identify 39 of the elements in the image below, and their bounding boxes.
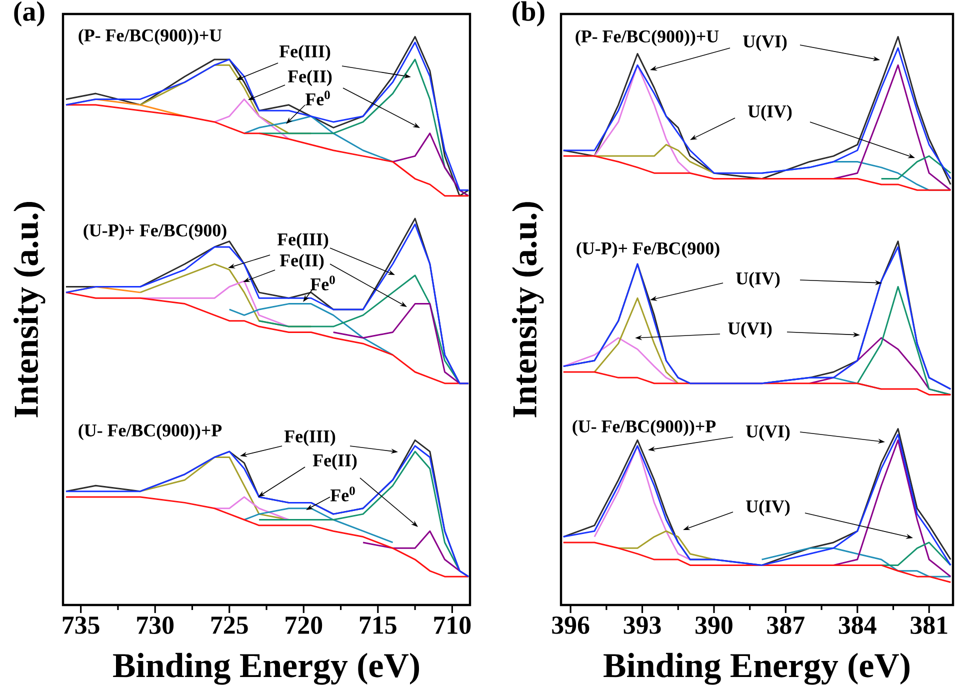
- annotation: Fe(III): [277, 232, 328, 250]
- x-tick-label: 396: [552, 616, 590, 634]
- chart-title: (b): [512, 1, 544, 27]
- annotation: U(IV): [746, 500, 790, 516]
- annotation: (P- Fe/BC(900))+U: [576, 30, 719, 46]
- annotation: Fe$^{0}$: [305, 90, 330, 106]
- annotation: Fe(II): [280, 254, 324, 270]
- annotation: (U- Fe/BC(900))+P: [78, 424, 222, 440]
- annotation: U(VI): [728, 322, 772, 338]
- annotation: Fe(III): [284, 430, 336, 446]
- x-tick-label: 710: [434, 616, 471, 634]
- x-axis-title: Binding Energy (eV): [604, 652, 910, 685]
- annotation: Fe(III): [279, 44, 330, 62]
- annotation: U(IV): [736, 272, 780, 288]
- y-axis-title: Intensity (a.u.): [14, 202, 46, 418]
- x-tick-label: 387: [767, 616, 804, 634]
- annotation: (P- Fe/BC(900))+U: [78, 28, 222, 46]
- annotation: Fe(II): [288, 70, 332, 86]
- x-tick-label: 393: [624, 616, 661, 634]
- annotation: U(IV): [748, 104, 792, 122]
- x-tick-label: 715: [360, 616, 396, 634]
- x-tick-label: 735: [62, 616, 100, 634]
- annotation: (U- Fe/BC(900))+P: [572, 420, 716, 436]
- annotation: Fe(II): [312, 454, 357, 470]
- x-tick-label: 720: [286, 616, 322, 634]
- y-axis-title: Intensity (a.u.): [512, 202, 544, 418]
- annotation: U(VI): [743, 34, 787, 52]
- x-tick-label: 381: [910, 616, 948, 634]
- x-tick-label: 725: [211, 616, 248, 634]
- x-tick-label: 730: [137, 616, 174, 634]
- annotation: (U-P)+ Fe/BC(900): [84, 224, 226, 240]
- x-axis-title: Binding Energy (eV): [113, 652, 419, 685]
- chart-title: (a): [14, 1, 44, 27]
- annotation: Fe$^{0}$: [330, 486, 355, 502]
- annotation: (U-P)+ Fe/BC(900): [576, 242, 720, 258]
- annotation: U(VI): [746, 424, 790, 442]
- x-tick-label: 390: [696, 616, 732, 634]
- x-tick-label: 384: [838, 616, 876, 634]
- annotation: Fe$^{0}$: [310, 276, 335, 290]
